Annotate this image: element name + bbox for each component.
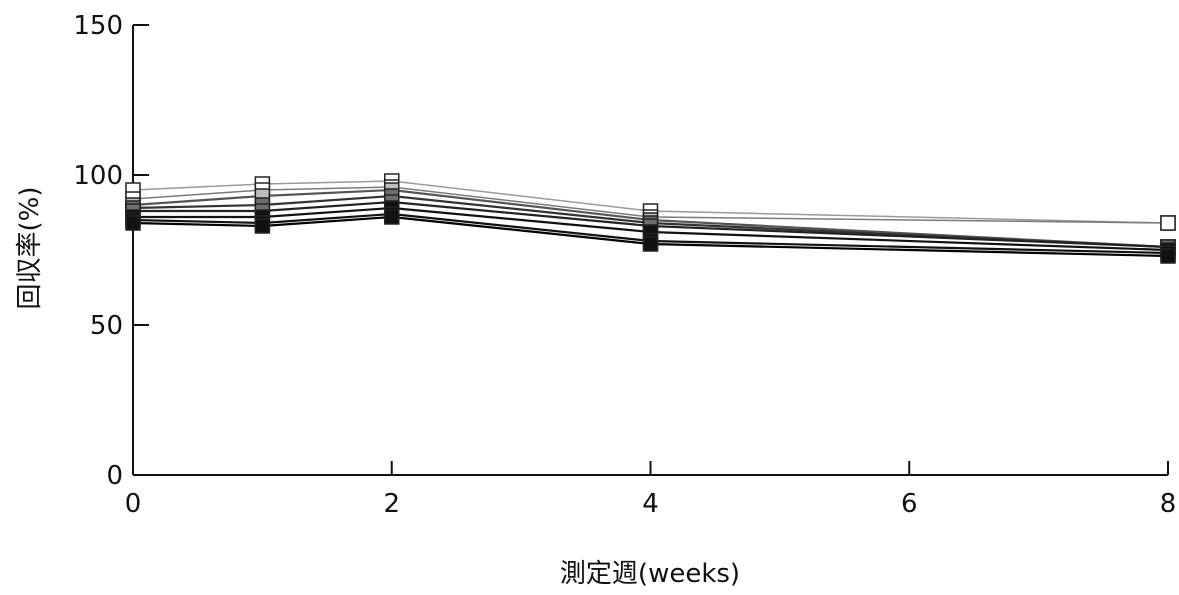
x-tick-label: 4 <box>642 489 659 519</box>
data-point <box>254 218 271 234</box>
y-tick-label: 150 <box>73 11 123 41</box>
axes: 0 50 100 150 0 2 4 6 8 <box>73 11 1176 519</box>
x-tick-label: 2 <box>383 489 400 519</box>
x-tick-label: 0 <box>125 489 142 519</box>
series-8 <box>125 209 1176 264</box>
y-axis-title: 回収率(%) <box>15 187 45 310</box>
y-tick-label: 100 <box>73 161 123 191</box>
y-tick-label: 0 <box>106 461 123 491</box>
x-axis-title: 測定週(weeks) <box>560 559 740 589</box>
data-point <box>1160 215 1176 231</box>
data-point <box>125 215 141 231</box>
data-point <box>642 236 659 252</box>
data-point <box>384 209 400 225</box>
series-layer <box>125 173 1176 264</box>
x-tick-label: 8 <box>1160 489 1177 519</box>
x-tick-label: 6 <box>901 489 918 519</box>
y-tick-label: 50 <box>90 311 123 341</box>
data-point <box>1160 248 1176 264</box>
